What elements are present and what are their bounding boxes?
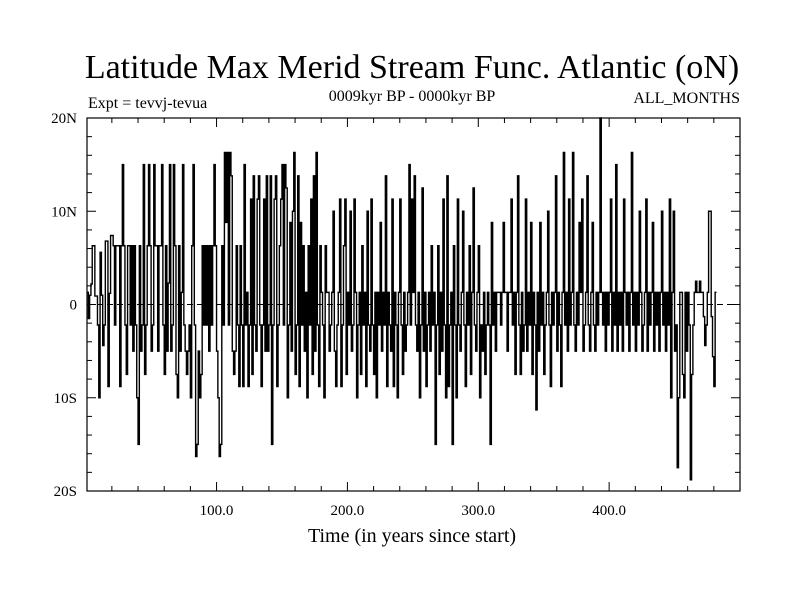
period-label: 0009kyr BP - 0000kyr BP <box>329 88 496 105</box>
months-label: ALL_MONTHS <box>633 90 740 107</box>
y-tick-label: 0 <box>70 298 78 314</box>
chart-title: Latitude Max Merid Stream Func. Atlantic… <box>85 49 739 86</box>
x-tick-label: 100.0 <box>200 503 234 519</box>
x-tick-label: 400.0 <box>592 503 626 519</box>
y-tick-label: 10N <box>51 204 77 220</box>
x-tick-label: 300.0 <box>461 503 495 519</box>
y-tick-label: 10S <box>54 391 77 407</box>
experiment-label: Expt = tevvj-tevua <box>88 95 207 112</box>
x-axis-label: Time (in years since start) <box>308 525 516 547</box>
y-tick-label: 20S <box>54 484 77 500</box>
y-tick-label: 20N <box>51 111 77 127</box>
x-tick-label: 200.0 <box>331 503 365 519</box>
plot-frame <box>86 117 741 492</box>
series-line <box>87 117 717 481</box>
